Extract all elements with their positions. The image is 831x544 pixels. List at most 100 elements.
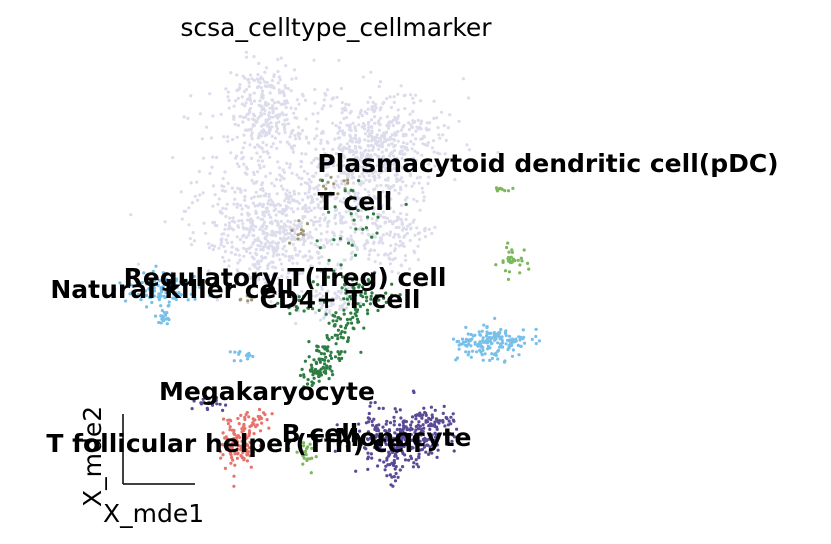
data-point	[281, 288, 285, 292]
data-point	[306, 306, 310, 310]
cluster-label: T cell	[318, 187, 393, 216]
data-point	[241, 234, 245, 238]
data-point	[377, 84, 381, 89]
data-point	[306, 236, 310, 240]
data-point	[388, 158, 392, 162]
data-point	[270, 115, 275, 119]
data-point	[407, 128, 411, 132]
data-point	[477, 330, 481, 334]
data-point	[315, 275, 319, 279]
data-point	[320, 287, 324, 291]
data-point	[226, 95, 230, 99]
data-point	[413, 233, 417, 237]
data-point	[308, 230, 312, 234]
data-point	[399, 187, 403, 192]
data-point	[270, 78, 275, 83]
data-point	[380, 159, 384, 163]
data-point	[343, 182, 347, 187]
data-point	[278, 178, 282, 182]
data-point	[189, 292, 193, 296]
data-point	[262, 231, 267, 235]
data-point	[285, 213, 289, 217]
data-point	[372, 248, 377, 252]
data-point	[374, 141, 378, 146]
data-point	[128, 292, 132, 296]
data-point	[286, 219, 290, 223]
data-point	[224, 87, 228, 91]
data-point	[261, 140, 265, 145]
data-point	[338, 358, 342, 363]
data-point	[177, 291, 181, 295]
data-point	[306, 210, 310, 214]
data-point	[258, 265, 262, 269]
data-point	[165, 322, 169, 326]
data-point	[263, 108, 267, 112]
data-point	[490, 356, 494, 360]
data-point	[313, 137, 317, 141]
data-point	[250, 156, 254, 160]
data-point	[285, 140, 289, 144]
data-point	[303, 359, 307, 363]
data-point	[411, 446, 415, 450]
data-point	[338, 129, 342, 133]
data-point	[286, 122, 290, 126]
data-point	[404, 146, 409, 150]
data-point	[274, 213, 278, 217]
data-point	[398, 211, 403, 216]
data-point	[226, 422, 230, 426]
data-point	[338, 136, 342, 140]
data-point	[268, 91, 272, 95]
data-point	[291, 128, 295, 132]
data-point	[225, 447, 229, 452]
data-point	[252, 55, 256, 59]
data-point	[257, 407, 262, 412]
data-point	[498, 345, 502, 349]
data-point	[374, 170, 378, 174]
data-point	[409, 158, 413, 162]
data-point	[254, 225, 258, 229]
data-point	[284, 64, 288, 68]
data-point	[238, 435, 242, 440]
data-point	[414, 159, 418, 163]
data-point	[270, 229, 274, 234]
data-point	[324, 173, 328, 178]
data-point	[190, 201, 194, 205]
data-point	[379, 206, 383, 210]
data-point	[247, 446, 251, 450]
y-axis-label: X_mde2	[78, 406, 107, 507]
data-point	[396, 233, 400, 237]
data-point	[245, 294, 249, 298]
data-point	[494, 263, 498, 267]
data-point	[289, 220, 293, 224]
data-point	[518, 338, 522, 342]
data-point	[227, 98, 231, 102]
data-point	[253, 204, 257, 208]
data-point	[278, 258, 282, 262]
data-point	[317, 219, 321, 223]
data-point	[305, 382, 310, 386]
data-point	[458, 342, 463, 346]
data-point	[419, 433, 423, 437]
data-point	[461, 340, 466, 344]
data-point	[359, 443, 363, 447]
data-point	[270, 104, 275, 108]
data-point	[256, 216, 260, 220]
data-point	[224, 238, 228, 242]
data-point	[240, 151, 244, 155]
data-point	[364, 155, 368, 159]
data-point	[370, 291, 374, 295]
data-point	[264, 66, 269, 70]
data-point	[368, 160, 372, 164]
cluster-label: B cell	[282, 419, 359, 448]
data-point	[284, 224, 288, 228]
data-point	[272, 184, 277, 188]
data-point	[247, 351, 251, 355]
data-point	[266, 274, 270, 278]
data-point	[247, 108, 252, 112]
data-point	[294, 305, 298, 309]
data-point	[271, 111, 275, 115]
data-point	[113, 287, 117, 291]
data-point	[238, 83, 242, 87]
data-point	[241, 451, 245, 455]
data-point	[306, 172, 310, 176]
